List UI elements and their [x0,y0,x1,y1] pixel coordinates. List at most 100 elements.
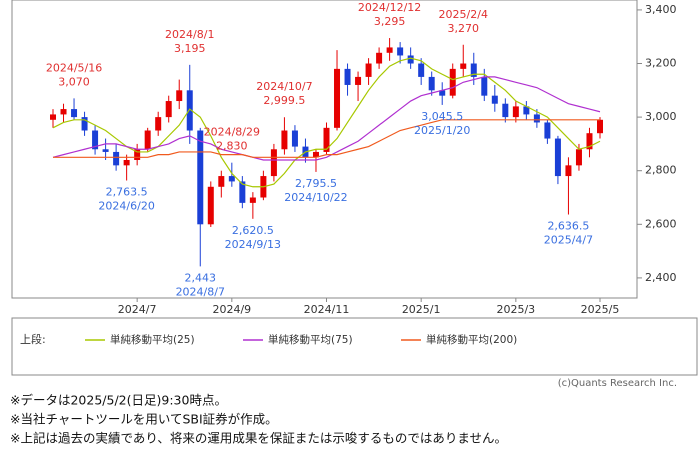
candle-body [218,176,225,187]
candle-body [512,106,519,118]
annotation-date: 2024/8/7 [176,285,225,298]
annotation-date: 2024/5/16 [46,61,102,74]
candle-body [597,119,603,134]
annotation-date: 2025/4/7 [544,234,593,247]
candle-body [312,151,319,158]
annotation-value: 2,443 [185,271,217,284]
candle-body [81,117,88,131]
ma-line [52,57,601,188]
legend-box [11,317,698,376]
candle-body [481,76,488,96]
candle-body [144,130,151,150]
candle-body [228,176,235,182]
candle-body [165,101,172,118]
candle-body [50,114,56,120]
candle-body [334,68,341,128]
candle-body [502,103,509,118]
legend-entry: 単純移動平均(200) [426,333,517,346]
x-tick-label: 2025/1 [402,303,441,316]
annotation-date: 2024/8/29 [204,126,260,139]
annotation-date: 2024/12/12 [358,1,421,14]
annotation-date: 2024/9/13 [225,238,281,251]
candle-body [291,130,298,147]
x-tick-label: 2024/7 [118,303,157,316]
candle-body [176,90,183,102]
candle-body [92,130,99,150]
note: ※当社チャートツールを用いてSBI証券が作成。 [10,412,278,427]
candle-body [281,130,288,150]
annotation-value: 3,295 [374,15,406,28]
candle-body [123,159,130,166]
annotation-value: 2,620.5 [232,224,274,237]
candle-body [186,90,193,131]
y-tick-label: 3,000 [645,110,677,123]
candle-body [113,151,120,166]
candle-body [207,186,214,225]
candle-body [155,117,162,131]
ma-line [52,76,601,161]
candle-body [460,63,467,69]
annotation-value: 3,045.5 [421,110,463,123]
candle-body [407,55,414,64]
note: ※上記は過去の実績であり、将来の運用成果を保証または示唆するものではありません。 [10,431,507,446]
candle-body [239,181,246,203]
y-tick-label: 2,800 [645,164,677,177]
candle-body [544,122,551,139]
ma-line [53,119,600,158]
annotation-date: 2024/10/7 [256,80,312,93]
candle-body [449,68,456,96]
candle-body [491,95,498,104]
candle-body [418,63,425,77]
candle-body [270,149,277,177]
candle-body [533,114,540,123]
candle-body [386,47,393,53]
annotation-date: 2024/8/1 [165,28,214,41]
note: ※データは2025/5/2(日足)9:30時点。 [10,393,227,408]
candle-body [60,109,67,115]
candle-body [565,165,572,177]
annotation-value: 3,070 [58,75,90,88]
annotation-value: 3,270 [448,22,480,35]
candle-body [249,197,256,203]
candle-body [439,90,446,96]
source: (c)Quants Research Inc. [558,378,677,389]
candle-body [575,149,582,166]
annotation-value: 2,636.5 [547,220,589,233]
y-tick-label: 2,400 [645,271,677,284]
annotation-date: 2025/2/4 [439,8,488,21]
annotation-value: 2,763.5 [106,185,148,198]
annotation-value: 2,795.5 [295,177,337,190]
x-tick-label: 2025/5 [581,303,620,316]
legend-entry: 単純移動平均(25) [110,333,195,346]
y-tick-label: 3,200 [645,57,677,70]
candle-body [586,133,593,150]
annotation-date: 2024/10/22 [284,191,347,204]
candle-body [197,130,204,225]
candle-body [365,63,372,77]
candle-body [71,109,78,118]
annotation-value: 2,830 [216,140,248,153]
candle-body [323,127,330,152]
candle-body [102,149,109,152]
candle-body [523,106,530,115]
x-tick-label: 2024/9 [212,303,251,316]
candle-body [470,63,477,77]
candle-body [344,68,351,85]
annotation-date: 2025/1/20 [414,124,470,137]
candle-body [376,52,383,64]
x-tick-label: 2025/3 [496,303,535,316]
candle-body [554,138,561,177]
candle-body [428,76,435,91]
legend-label: 上段: [20,332,46,346]
y-tick-label: 3,400 [645,3,677,16]
candle-body [355,76,362,85]
legend-entry: 単純移動平均(75) [268,333,353,346]
x-tick-label: 2024/11 [304,303,350,316]
annotation-date: 2024/6/20 [98,199,154,212]
y-tick-label: 2,600 [645,217,677,230]
annotation-value: 2,999.5 [263,94,305,107]
annotation-value: 3,195 [174,42,206,55]
candle-body [397,47,404,56]
candle-body [134,149,141,160]
